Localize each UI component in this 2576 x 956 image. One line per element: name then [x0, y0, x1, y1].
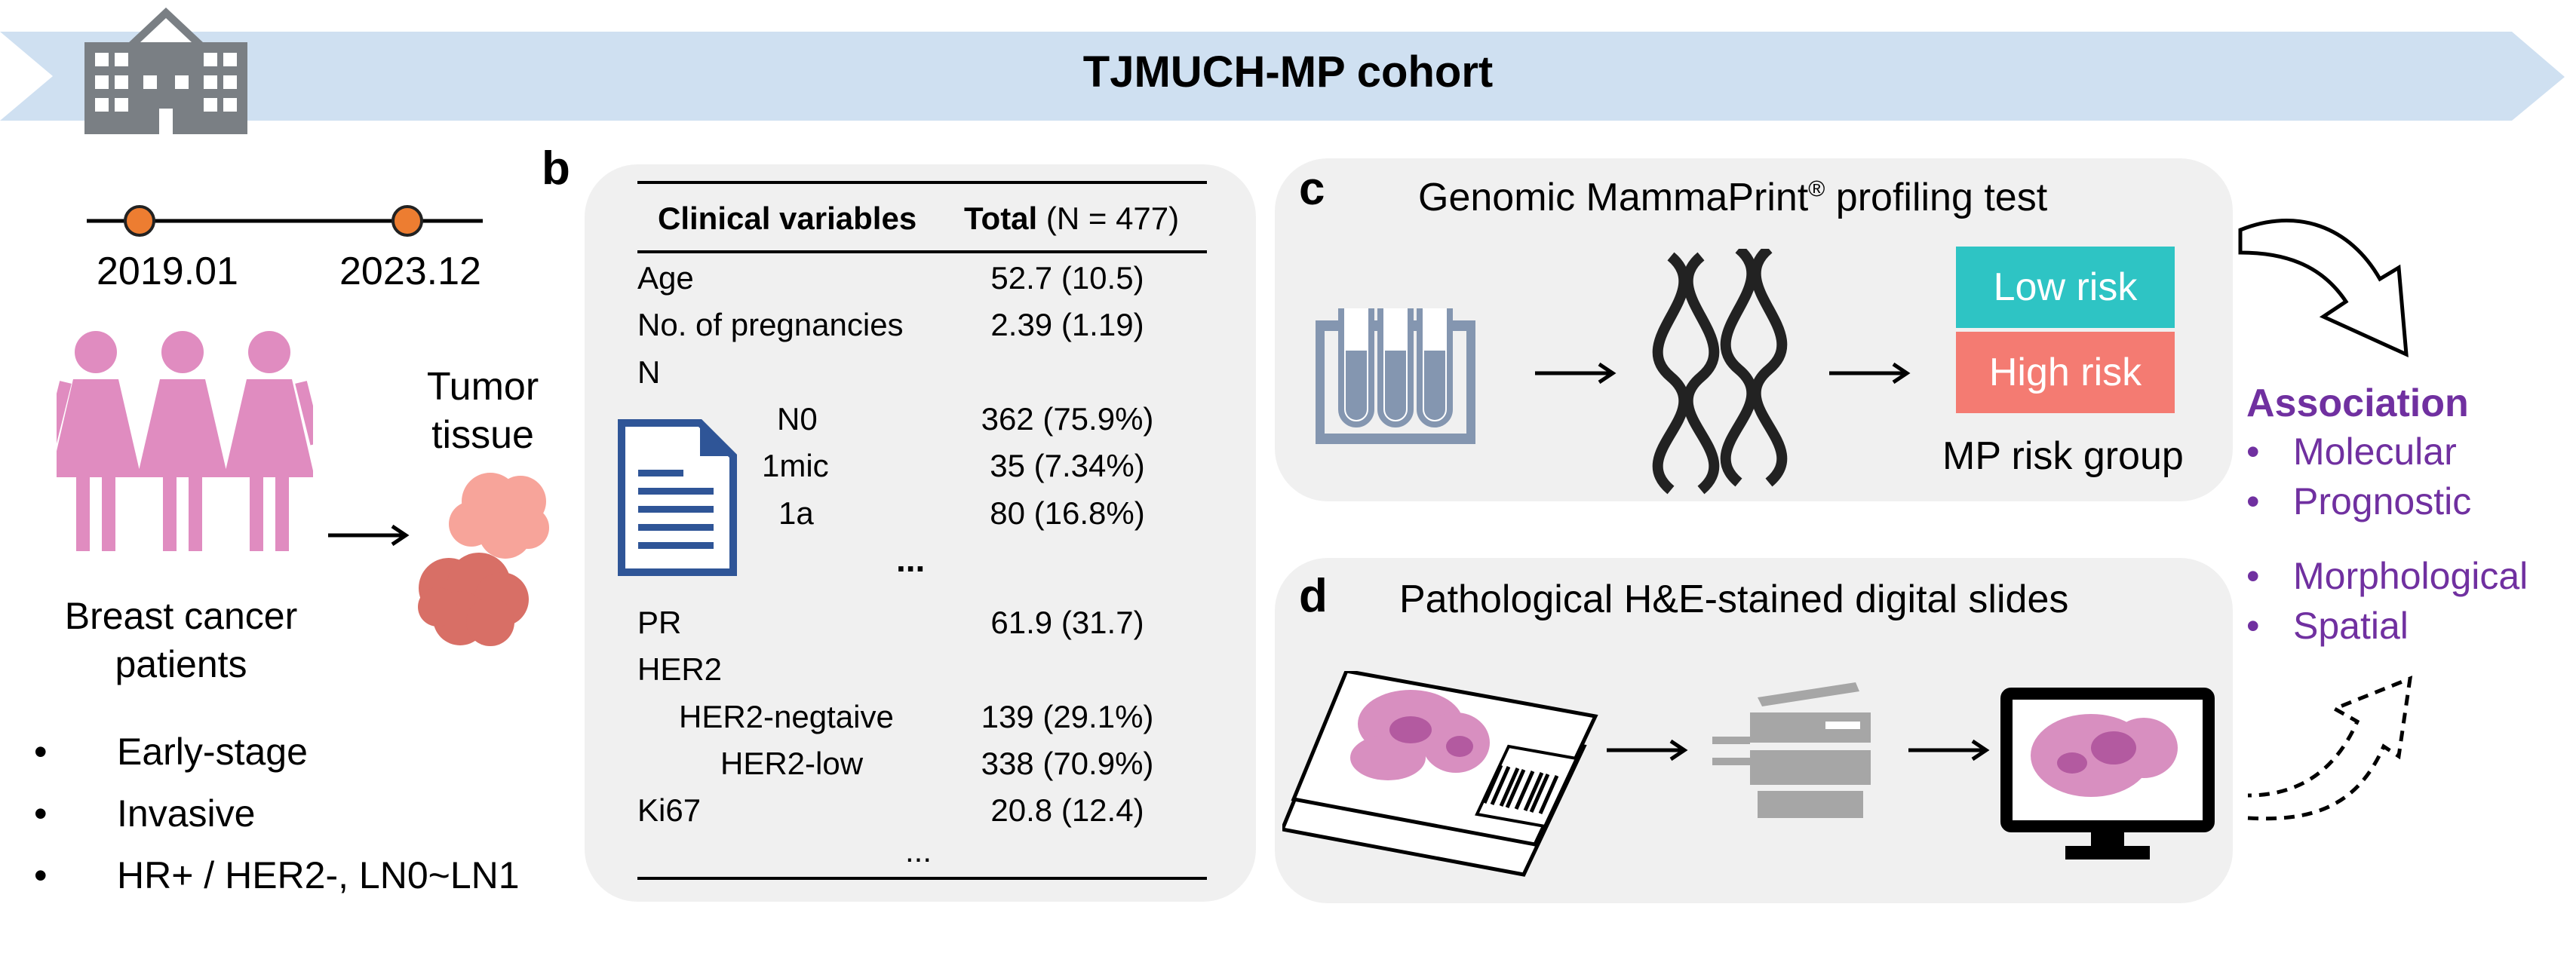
table-row-label: PR — [637, 605, 682, 640]
table-ellipsis: ... — [905, 833, 932, 869]
panel-letter-b: b — [542, 142, 570, 195]
timeline-end-marker — [391, 205, 423, 237]
table-row-label: N0 — [777, 401, 818, 437]
hospital-icon — [84, 8, 247, 134]
criteria-item: • HR+ / HER2-, LN0~LN1 — [34, 854, 520, 896]
arrow-right-icon — [1908, 739, 1990, 761]
timeline-end-label: 2023.12 — [339, 250, 481, 293]
panel-d-title: Pathological H&E-stained digital slides — [1399, 578, 2069, 621]
slide-scanner-icon — [1712, 682, 1871, 818]
tumor-label-line2: tissue — [431, 413, 534, 457]
association-item: • Molecular — [2246, 431, 2457, 473]
tumor-label-line1: Tumor — [426, 365, 539, 409]
banner-title: TJMUCH-MP cohort — [1082, 47, 1494, 97]
mp-risk-group-label: MP risk group — [1942, 434, 2184, 478]
panel-c-title: Genomic MammaPrint® profiling test — [1418, 176, 2048, 219]
table-bottom-rule — [637, 877, 1207, 880]
table-row-value: 20.8 (12.4) — [990, 792, 1144, 828]
table-top-rule — [637, 181, 1207, 184]
table-row-label: N — [637, 354, 661, 390]
high-risk-box: High risk — [1956, 332, 2175, 413]
association-item: • Spatial — [2246, 605, 2409, 647]
arrow-right-icon — [1535, 362, 1617, 385]
table-row-label: HER2-low — [720, 746, 864, 781]
timeline-start-label: 2019.01 — [97, 250, 238, 293]
table-row-label: No. of pregnancies — [637, 307, 904, 342]
monitor-icon — [2000, 688, 2215, 859]
banner-arrow — [0, 32, 2565, 121]
table-row-value: 80 (16.8%) — [990, 495, 1145, 531]
curved-arrow-dashed-icon — [2247, 676, 2413, 821]
table-row-label: HER2-negtaive — [679, 699, 894, 734]
arrow-to-tumor — [328, 524, 410, 547]
table-row-label: Age — [637, 260, 694, 296]
glass-slide-icon — [1282, 671, 1598, 877]
women-group-icon — [57, 331, 313, 551]
table-row-label: HER2 — [637, 651, 723, 687]
table-row-value: 52.7 (10.5) — [990, 260, 1144, 296]
panel-letter-d: d — [1299, 570, 1328, 622]
association-item: • Prognostic — [2246, 480, 2472, 522]
patients-label-line2: patients — [115, 643, 247, 685]
table-header-rule — [637, 250, 1207, 253]
table-row-label: 1mic — [762, 448, 829, 483]
criteria-item: • Early-stage — [34, 731, 308, 773]
table-header-variable: Clinical variables — [658, 201, 917, 236]
table-row-label: Ki67 — [637, 792, 702, 828]
arrow-right-icon — [1607, 739, 1688, 761]
table-header-total: Total (N = 477) — [964, 201, 1180, 236]
dna-helix-icon — [1652, 249, 1788, 495]
table-row-value: 2.39 (1.19) — [990, 307, 1144, 342]
patients-label-line1: Breast cancer — [64, 595, 298, 637]
low-risk-box: Low risk — [1956, 247, 2175, 328]
table-row-value: 35 (7.34%) — [990, 448, 1145, 483]
table-row-value: 362 (75.9%) — [981, 401, 1154, 437]
timeline — [87, 205, 483, 237]
panel-letter-c: c — [1299, 163, 1325, 215]
table-ellipsis: ... — [896, 540, 926, 579]
document-icon — [618, 419, 737, 576]
table-row-value: 139 (29.1%) — [981, 699, 1154, 734]
timeline-start-marker — [124, 205, 155, 237]
association-title: Association — [2246, 381, 2469, 425]
test-tubes-icon — [1316, 308, 1475, 444]
arrow-right-icon — [1829, 362, 1911, 385]
association-item: • Morphological — [2246, 555, 2528, 597]
criteria-item: • Invasive — [34, 792, 256, 835]
table-row-value: 338 (70.9%) — [981, 746, 1154, 781]
table-row-value: 61.9 (31.7) — [990, 605, 1144, 640]
curved-arrow-solid-icon — [2238, 219, 2409, 358]
table-row-label: 1a — [778, 495, 814, 531]
tumor-tissue-icon — [418, 473, 549, 646]
